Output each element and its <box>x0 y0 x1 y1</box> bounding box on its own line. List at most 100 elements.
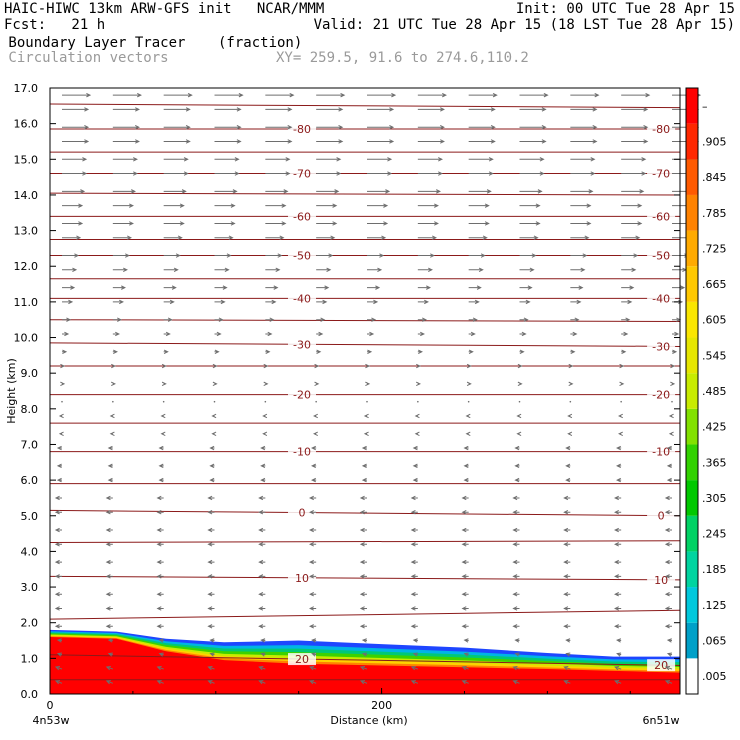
wind-vector <box>614 559 622 565</box>
wind-vector <box>316 235 336 240</box>
wind-vector <box>309 495 317 501</box>
y-tick-label: 5.0 <box>21 510 39 523</box>
wind-vector <box>315 400 317 403</box>
wind-vector <box>156 527 164 533</box>
wind-vector <box>468 253 486 258</box>
colorbar-swatch <box>686 373 698 409</box>
wind-vector <box>570 107 598 112</box>
cross-section-coords: XY= 259.5, 91.6 to 274.6,110.2 <box>276 50 529 66</box>
wind-vector <box>314 381 320 387</box>
wind-vector <box>109 413 115 419</box>
wind-vector <box>468 349 474 354</box>
wind-vector <box>62 157 88 162</box>
wind-vector <box>664 542 672 547</box>
wind-vector <box>468 317 478 322</box>
wind-vector <box>214 299 226 305</box>
wind-vector <box>563 666 571 671</box>
wind-vector <box>563 495 571 501</box>
wind-vector <box>563 680 571 685</box>
wind-vector <box>316 349 322 354</box>
wind-vector <box>516 431 522 436</box>
y-tick-label: 3.0 <box>21 581 39 594</box>
wind-vector <box>265 107 293 112</box>
wind-vector <box>62 253 80 258</box>
wind-vector <box>112 171 138 176</box>
wind-vector <box>417 107 445 112</box>
wind-vector <box>265 253 283 258</box>
wind-vector <box>214 203 236 208</box>
wind-vector <box>163 267 179 272</box>
wind-vector <box>163 299 175 305</box>
colorbar-swatch <box>686 408 698 445</box>
wind-vector <box>265 157 291 162</box>
wind-vector <box>512 542 520 547</box>
wind-vector <box>614 680 622 685</box>
wind-vector <box>466 381 472 387</box>
wind-vector <box>316 317 326 322</box>
wind-vector <box>670 381 676 387</box>
isotherm-label: 0 <box>299 507 306 520</box>
wind-vector <box>664 574 672 579</box>
wind-vector <box>163 221 185 226</box>
wind-vector <box>316 285 330 290</box>
y-tick-label: 2.0 <box>21 617 39 630</box>
x-tick-label: 200 <box>371 699 392 712</box>
header-line2-left: Fcst: 21 h <box>4 17 106 33</box>
wind-vector <box>668 413 674 419</box>
wind-vector <box>156 559 164 565</box>
wind-vector <box>417 125 445 130</box>
wind-vector <box>367 331 375 337</box>
wind-vector <box>156 542 164 547</box>
wind-vector <box>265 267 281 272</box>
wind-vector <box>62 221 84 226</box>
wind-vector <box>621 139 649 144</box>
wind-vector <box>570 299 582 305</box>
wind-vector <box>361 445 367 451</box>
wind-vector <box>158 638 164 643</box>
wind-vector <box>417 267 433 272</box>
wind-vector <box>56 445 62 451</box>
wind-vector <box>264 400 267 403</box>
wind-vector <box>314 363 320 369</box>
wind-vector <box>163 331 171 337</box>
wind-vector <box>666 638 673 643</box>
wind-vector <box>62 349 68 354</box>
wind-vector <box>260 477 266 483</box>
wind-vector <box>258 666 266 671</box>
wind-vector <box>514 445 520 451</box>
header-line2-right: Valid: 21 UTC Tue 28 Apr 15 (18 LST Tue … <box>313 17 735 33</box>
wind-vector <box>570 189 594 194</box>
wind-vector <box>309 680 317 685</box>
wind-vector <box>62 317 72 322</box>
wind-vector <box>412 477 418 483</box>
isotherm-label-bg <box>647 340 676 353</box>
wind-vector <box>563 624 571 629</box>
circulation-vectors <box>54 92 702 685</box>
isotherm-label-bg <box>288 292 316 305</box>
wind-vector <box>468 125 496 130</box>
wind-vector <box>156 591 164 597</box>
wind-vector <box>260 638 266 643</box>
wind-vector <box>519 171 545 176</box>
wind-vector <box>621 157 647 162</box>
wind-vector <box>670 363 676 369</box>
wind-vector <box>258 527 266 533</box>
wind-vector <box>519 267 535 272</box>
wind-vector <box>112 349 118 354</box>
wind-vector <box>621 267 637 272</box>
wind-vector <box>417 253 435 258</box>
wind-vector <box>156 624 164 629</box>
wind-vector <box>209 445 215 451</box>
wind-vector <box>519 331 527 337</box>
colorbar-swatch <box>686 266 698 302</box>
axes: 0.0 1.0 2.0 3.0 4.0 5.0 6.0 7.0 8.0 9.0 10.0 11.0 12… <box>14 82 680 712</box>
wind-vector <box>519 317 529 322</box>
wind-vector <box>412 638 418 643</box>
colorbar-frame <box>685 87 699 695</box>
wind-vector <box>563 559 571 565</box>
wind-vector <box>105 559 113 565</box>
wind-vector <box>519 157 545 162</box>
wind-vector <box>163 171 189 176</box>
wind-vector <box>570 125 598 130</box>
wind-vector <box>316 331 324 337</box>
